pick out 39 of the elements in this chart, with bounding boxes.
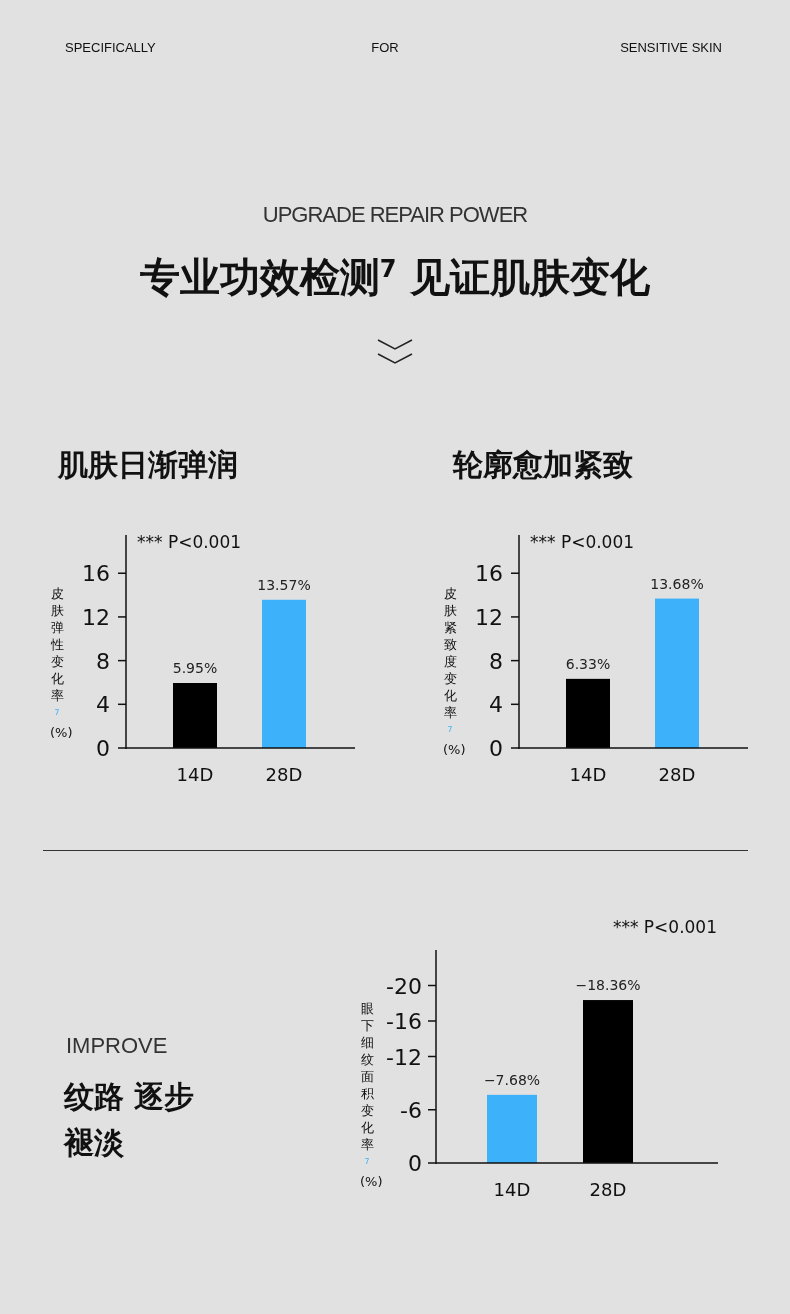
y-tick-label: 4: [96, 692, 110, 718]
text: 专业功效检测$^{7}$ 见证肌肤变化: [139, 253, 651, 302]
x-tick-label: 14D: [569, 764, 607, 785]
x-tick-label: 14D: [493, 1179, 531, 1200]
data-label: 5.95%: [172, 660, 218, 677]
text: SPECIFICALLY: [65, 40, 156, 55]
y-tick-label: 0: [96, 736, 110, 761]
text: 纹路 逐步褪淡: [64, 1078, 196, 1162]
annotation: *** P<0.001: [530, 532, 635, 552]
x-tick-label: 14D: [176, 764, 214, 785]
y-tick-label: -20: [386, 973, 422, 999]
y-tick-label: -16: [386, 1009, 422, 1034]
text: UPGRADE REPAIR POWER: [262, 202, 528, 228]
data-label: 13.68%: [650, 575, 704, 592]
text: IMPROVE: [66, 1033, 168, 1059]
data-label: −7.68%: [483, 1071, 541, 1088]
y-tick-label: 16: [82, 561, 110, 587]
chart-title: 轮廓愈加紧致: [453, 446, 633, 484]
chart-title: 肌肤日渐弹润: [58, 446, 238, 484]
y-tick-label: 8: [96, 648, 110, 674]
y-tick-label: -12: [386, 1044, 422, 1070]
y-tick-label: 12: [82, 604, 110, 630]
y-tick-label: 0: [489, 736, 503, 761]
data-label: 6.33%: [565, 655, 611, 672]
y-tick-label: 12: [475, 604, 503, 630]
x-tick-label: 28D: [589, 1179, 627, 1200]
y-tick-label: -6: [400, 1097, 422, 1123]
y-tick-label: 16: [475, 561, 503, 587]
text: SENSITIVE SKIN: [620, 40, 722, 55]
x-tick-label: 28D: [658, 764, 696, 785]
data-label: −18.36%: [575, 977, 641, 994]
x-tick-label: 28D: [265, 764, 303, 785]
y-tick-label: 8: [489, 648, 503, 674]
data-label: 13.57%: [257, 576, 311, 593]
y-tick-label: 4: [489, 692, 503, 718]
annotation: *** P<0.001: [137, 532, 242, 552]
y-tick-label: 0: [408, 1151, 422, 1176]
text: *** P<0.001: [612, 917, 717, 937]
text: FOR: [371, 40, 399, 55]
